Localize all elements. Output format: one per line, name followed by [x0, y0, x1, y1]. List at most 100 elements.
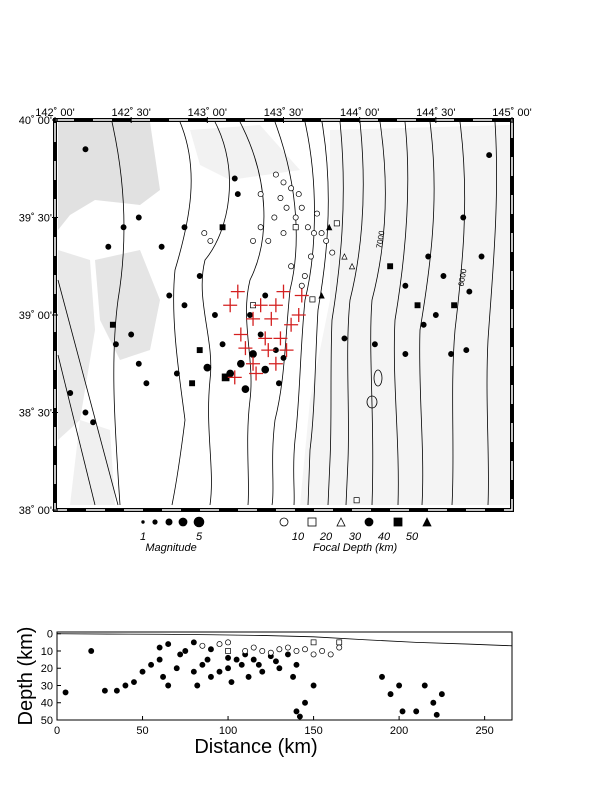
hypocenter: [250, 644, 257, 651]
epicenter: [128, 331, 135, 338]
magnitude-legend-symbol: [141, 520, 145, 524]
depth-legend-symbols: [279, 517, 432, 527]
epicenter: [112, 341, 119, 348]
hypocenter: [122, 682, 129, 689]
hypocenter: [302, 699, 308, 706]
epicenter: [402, 282, 409, 289]
hypocenter: [156, 644, 163, 651]
depth-legend-label: 40: [378, 531, 391, 543]
hypocenter: [259, 668, 266, 675]
contour-label: 6000: [457, 267, 469, 287]
magnitude-legend-label: 1: [140, 531, 146, 543]
hypocenter: [399, 708, 406, 715]
lat-tick-label: 40˚ 00': [19, 115, 52, 127]
hypocenter: [173, 665, 180, 672]
y-tick-label: 40: [41, 698, 53, 710]
hypocenter: [276, 646, 283, 653]
epicenter: [309, 296, 316, 303]
depth-title: Focal Depth (km): [313, 542, 398, 554]
hypocenter: [165, 682, 172, 689]
hypocenter: [101, 687, 108, 694]
hypocenter: [387, 691, 394, 698]
epicenter: [173, 370, 180, 377]
lon-tick-label: 144˚ 00': [340, 107, 379, 119]
hypocenter: [225, 654, 232, 661]
epicenter: [301, 273, 308, 279]
hypocenter: [199, 661, 206, 668]
hypocenter: [177, 651, 184, 658]
epicenter: [323, 237, 330, 244]
epicenter: [272, 171, 279, 178]
hypocenter: [272, 658, 279, 665]
y-tick-label: 10: [41, 646, 53, 658]
epicenter: [234, 191, 241, 198]
epicenter: [288, 185, 295, 192]
lon-tick-label: 142˚ 00': [35, 107, 74, 119]
epicenter: [219, 224, 226, 231]
epicenter: [329, 249, 336, 256]
epicenter: [211, 312, 218, 318]
depth-legend-label: 30: [349, 531, 362, 543]
red-cross: [273, 331, 288, 346]
x-tick-label: 50: [136, 725, 148, 737]
red-cross: [258, 331, 273, 346]
contour-label: 7000: [375, 229, 387, 249]
lon-tick-label: 145˚ 00': [492, 107, 531, 119]
epicenter: [288, 263, 295, 270]
hypocenter: [190, 639, 197, 646]
lat-tick-label: 38˚ 00': [19, 505, 52, 517]
epicenter: [135, 360, 142, 367]
lon-tick-label: 143˚ 30': [264, 107, 303, 119]
red-cross: [264, 311, 279, 326]
epicenter: [298, 204, 305, 211]
lon-tick-label: 143˚ 00': [188, 107, 227, 119]
red-cross: [284, 317, 299, 332]
epicenter: [353, 497, 360, 504]
red-cross: [276, 284, 291, 299]
y-axis-title: Depth (km): [15, 627, 37, 726]
epicenter: [181, 224, 188, 231]
red-cross: [238, 341, 253, 356]
section-frame: [56, 631, 513, 721]
hypocenter: [113, 687, 120, 694]
epicenter: [318, 292, 325, 299]
hypocenter: [396, 682, 403, 689]
epicenter: [292, 214, 299, 221]
epicenter: [295, 191, 302, 198]
y-tick-label: 20: [41, 663, 53, 675]
hypocenter: [204, 656, 211, 663]
epicenter: [275, 380, 282, 387]
depth-legend-label: 50: [406, 531, 419, 543]
epicenter: [277, 195, 284, 201]
epicenter: [283, 204, 290, 211]
epicenter: [189, 380, 196, 387]
epicenter: [109, 321, 116, 328]
bathymetry-contours: [111, 121, 497, 506]
lat-tick-label: 39˚ 30': [19, 213, 52, 225]
epicenter: [250, 237, 256, 244]
hypocenter: [182, 648, 189, 654]
hypocenter: [336, 639, 343, 646]
epicenter: [271, 214, 278, 221]
hypocenter: [139, 668, 146, 675]
magnitude-legend-symbol: [193, 516, 205, 528]
epicenter: [463, 347, 470, 354]
depth-legend-label: 10: [292, 531, 305, 543]
hypocenter: [242, 648, 249, 654]
red-cross: [223, 298, 238, 313]
seafloor-profile: [56, 633, 513, 647]
hypocenter: [259, 648, 266, 654]
hypocenter: [276, 665, 283, 672]
epicenter: [158, 243, 165, 250]
epicenter: [466, 288, 473, 295]
epicenter: [387, 263, 394, 270]
epicenter: [326, 223, 333, 231]
red-cross: [249, 366, 264, 381]
magnitude-legend-symbol: [178, 517, 188, 527]
hypocenter: [319, 648, 326, 654]
hypocenter: [160, 673, 167, 680]
hypocenter: [413, 708, 420, 715]
epicenter: [135, 214, 142, 221]
epicenter: [262, 292, 269, 299]
